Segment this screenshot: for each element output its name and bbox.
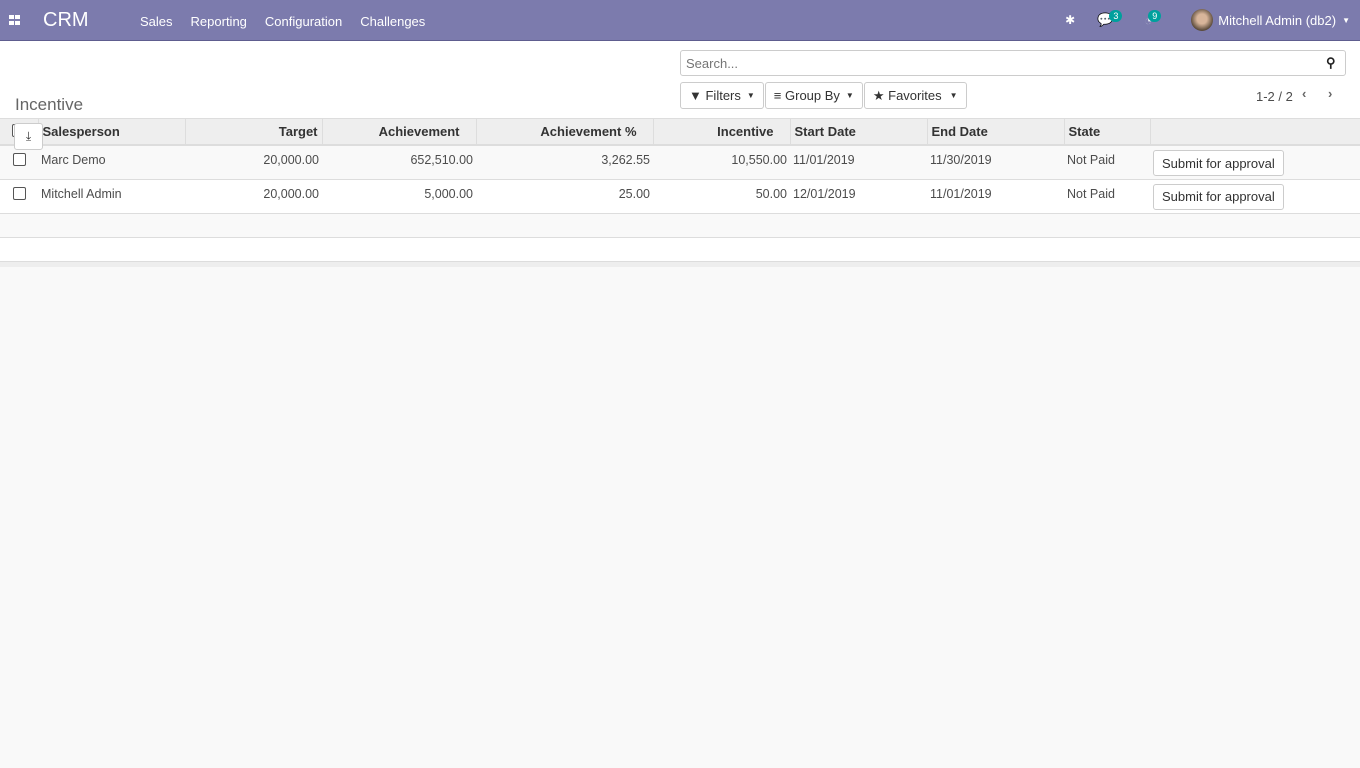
list-icon: ≡ (773, 88, 785, 103)
filters-button[interactable]: ▼ Filters ▼ (680, 82, 764, 109)
activities-badge: 9 (1148, 10, 1162, 22)
pager-previous-icon[interactable]: ‹ (1302, 86, 1307, 101)
empty-row (0, 213, 1360, 238)
activities-clock-icon[interactable]: ◔ (1144, 12, 1153, 28)
export-button[interactable]: ⤓ (14, 123, 43, 150)
group-by-label: Group By (785, 88, 840, 103)
achievement-pct: 3,262.55 (476, 145, 653, 180)
col-target[interactable]: Target (184, 119, 322, 146)
star-icon: ★ (872, 87, 889, 103)
messages-badge: 3 (1109, 10, 1123, 22)
salesperson: Marc Demo (38, 145, 185, 180)
group-by-button[interactable]: ≡ Group By ▼ (764, 82, 863, 109)
pager-value[interactable]: 1-2 / 2 (1256, 89, 1293, 104)
end-date: 11/01/2019 (927, 179, 1064, 214)
top-navbar: CRM Sales Reporting Configuration Challe… (0, 0, 1360, 41)
col-achievement-pct[interactable]: Achievement % (475, 119, 653, 146)
col-incentive[interactable]: Incentive (652, 119, 790, 146)
target: 20,000.00 (185, 179, 322, 214)
table-footer (0, 261, 1360, 267)
col-start-date[interactable]: Start Date (789, 119, 927, 146)
state: Not Paid (1064, 145, 1150, 180)
col-salesperson[interactable]: Salesperson (37, 119, 185, 146)
submit-for-approval-button[interactable]: Submit for approval (1153, 150, 1284, 176)
menu-sales[interactable]: Sales (140, 14, 173, 29)
messages-icon[interactable]: 💬 (1097, 12, 1114, 27)
col-state[interactable]: State (1063, 119, 1150, 146)
caret-icon: ▼ (845, 91, 854, 100)
target: 20,000.00 (185, 145, 322, 180)
empty-row (0, 237, 1360, 262)
achievement-pct: 25.00 (476, 179, 653, 214)
filters-label: Filters (705, 88, 741, 103)
debug-bug-icon[interactable]: ✱ (1065, 13, 1076, 27)
caret-icon: ▼ (949, 91, 958, 100)
achievement: 5,000.00 (322, 179, 476, 214)
filter-icon: ▼ (689, 88, 706, 103)
pager-next-icon[interactable]: › (1328, 86, 1333, 101)
apps-menu-icon[interactable] (9, 15, 20, 25)
end-date: 11/30/2019 (927, 145, 1064, 180)
start-date: 11/01/2019 (790, 145, 927, 180)
row-checkbox[interactable] (12, 186, 26, 200)
table-row[interactable]: Mitchell Admin 20,000.00 5,000.00 25.00 … (0, 179, 1360, 214)
menu-configuration[interactable]: Configuration (264, 14, 343, 29)
user-menu[interactable]: Mitchell Admin (db2) (1218, 12, 1337, 28)
favorites-label: Favorites (888, 88, 942, 103)
download-icon: ⤓ (25, 129, 32, 143)
app-brand[interactable]: CRM (43, 9, 89, 31)
menu-reporting[interactable]: Reporting (190, 14, 247, 29)
achievement: 652,510.00 (322, 145, 476, 180)
caret-down-icon[interactable]: ▼ (1342, 15, 1350, 25)
salesperson: Mitchell Admin (38, 179, 185, 214)
menu-challenges[interactable]: Challenges (360, 14, 426, 29)
submit-for-approval-button[interactable]: Submit for approval (1153, 183, 1284, 210)
page-title: Incentive (15, 95, 84, 114)
incentive: 50.00 (653, 179, 790, 214)
user-avatar[interactable] (1191, 9, 1214, 31)
start-date: 12/01/2019 (790, 179, 927, 214)
col-end-date[interactable]: End Date (926, 119, 1064, 146)
state: Not Paid (1064, 179, 1150, 214)
table-row[interactable]: Marc Demo 20,000.00 652,510.00 3,262.55 … (0, 145, 1360, 180)
control-panel: Incentive ⤓ ⚲ ▼ Filters▼ ≡ Group By▼ ★ F… (0, 41, 1360, 150)
caret-icon: ▼ (746, 91, 755, 100)
col-achievement[interactable]: Achievement (321, 119, 476, 146)
incentive-list: Salesperson Target Achievement Achieveme… (0, 119, 1360, 267)
search-icon[interactable]: ⚲ (1326, 55, 1336, 70)
favorites-button[interactable]: ★ Favorites ▼ (863, 82, 967, 109)
incentive: 10,550.00 (653, 145, 790, 180)
search-input[interactable] (680, 50, 1346, 76)
row-checkbox[interactable] (12, 153, 26, 166)
